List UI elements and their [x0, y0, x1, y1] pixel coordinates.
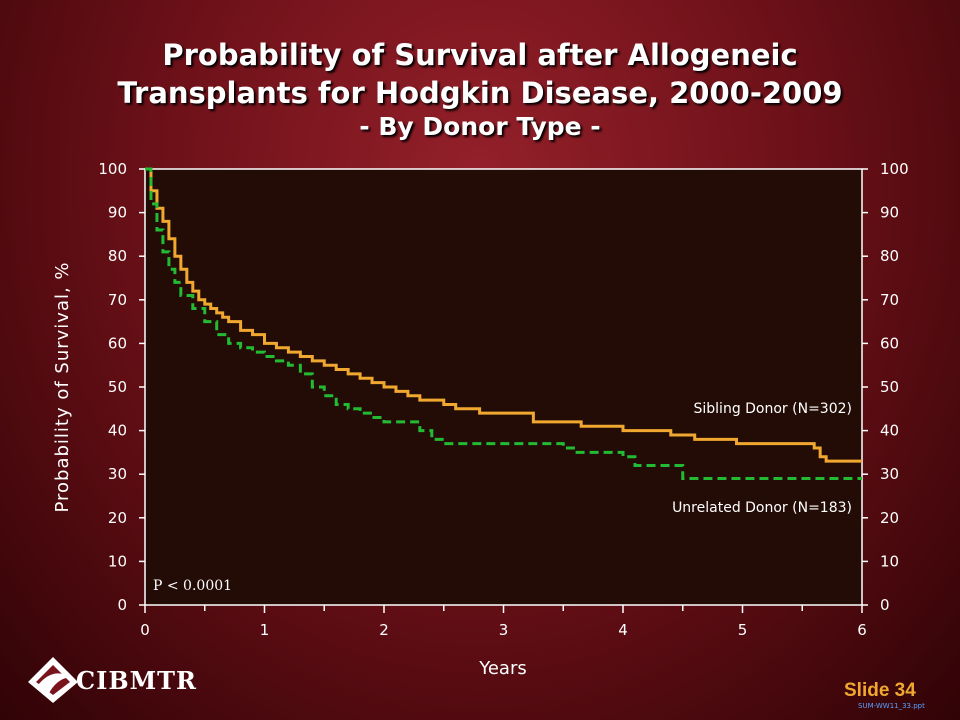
y-tick-label-left: 50	[108, 378, 127, 396]
series-layer	[145, 167, 862, 481]
x-tick-label: 1	[260, 621, 270, 639]
sibling-donor-curve	[145, 167, 862, 463]
y-tick-label-left: 70	[108, 291, 127, 309]
y-tick-label-left: 0	[117, 596, 127, 614]
x-tick-label: 0	[140, 621, 150, 639]
y-tick-label-left: 60	[108, 334, 127, 352]
logo-text: CIBMTR	[76, 666, 197, 695]
x-tick-label: 6	[857, 621, 867, 639]
p-value-annotation: P < 0.0001	[153, 578, 232, 594]
y-tick-label-left: 90	[108, 204, 127, 222]
unrelated-donor-label: Unrelated Donor (N=183)	[672, 500, 852, 516]
plot-area	[144, 168, 863, 606]
y-tick-label-left: 40	[108, 422, 127, 440]
y-tick-label-left: 30	[108, 465, 127, 483]
y-tick-label-right: 0	[880, 596, 890, 614]
y-tick-label-right: 70	[880, 291, 899, 309]
slide-title: Probability of Survival after Allogeneic…	[0, 36, 960, 142]
y-tick-label-left: 20	[108, 509, 127, 527]
y-tick-label-right: 90	[880, 204, 899, 222]
title-line-2: Transplants for Hodgkin Disease, 2000-20…	[117, 76, 843, 110]
y-tick-label-right: 60	[880, 334, 899, 352]
x-axis-label: Years	[478, 658, 527, 679]
file-code: SUM-WW11_33.ppt	[858, 702, 925, 710]
y-tick-label-right: 80	[880, 247, 899, 265]
y-tick-label-right: 50	[880, 378, 899, 396]
x-tick-label: 5	[738, 621, 748, 639]
y-tick-label-right: 40	[880, 422, 899, 440]
title-line-1: Probability of Survival after Allogeneic	[162, 38, 798, 72]
y-tick-label-right: 20	[880, 509, 899, 527]
y-tick-label-right: 30	[880, 465, 899, 483]
x-tick-label: 2	[379, 621, 389, 639]
cibmtr-logo-icon	[28, 657, 78, 703]
x-tick-label: 3	[499, 621, 509, 639]
y-tick-label-right: 100	[880, 160, 909, 178]
sibling-donor-label: Sibling Donor (N=302)	[694, 401, 853, 417]
unrelated-donor-curve	[145, 167, 862, 481]
title-subtitle: - By Donor Type -	[359, 112, 601, 141]
y-tick-label-left: 80	[108, 247, 127, 265]
x-tick-label: 4	[618, 621, 628, 639]
y-tick-label-left: 10	[108, 552, 127, 570]
y-tick-label-left: 100	[98, 160, 127, 178]
y-tick-label-right: 10	[880, 552, 899, 570]
slide-number: Slide 34	[844, 680, 916, 701]
y-axis-label: Probability of Survival, %	[52, 261, 73, 512]
